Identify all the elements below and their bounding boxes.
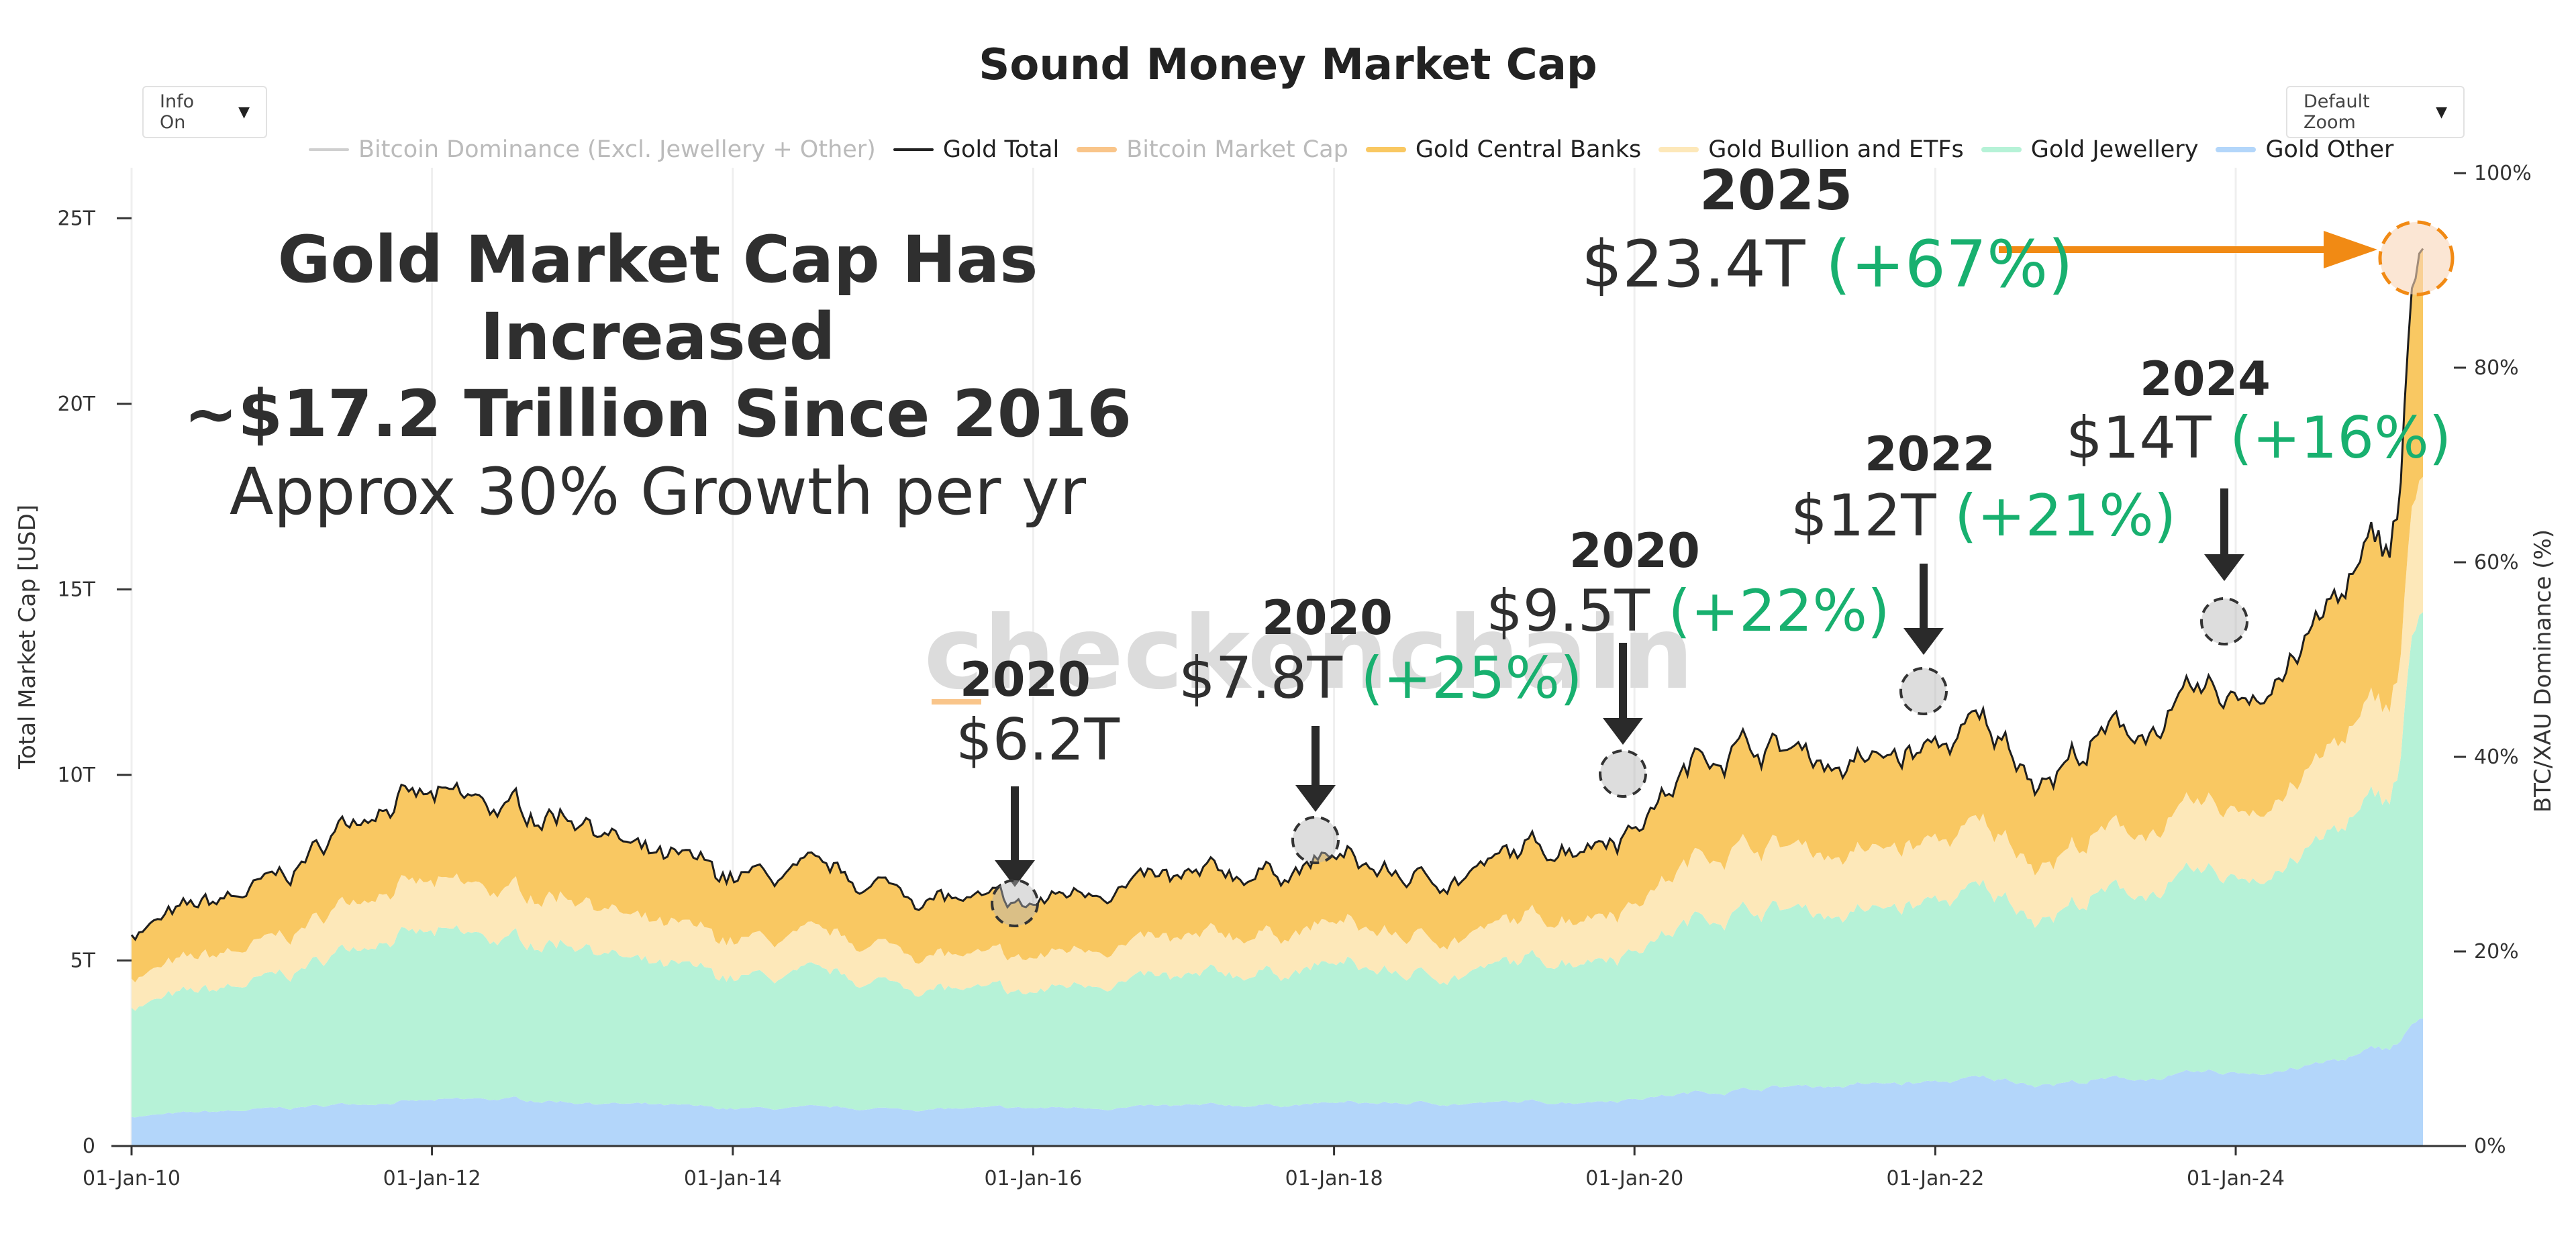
annotation-amount-4: $12T xyxy=(1791,482,1936,550)
legend-swatch xyxy=(309,148,349,151)
legend-label: Gold Total xyxy=(942,136,1060,163)
dashed-circle-icon xyxy=(991,879,1039,927)
dashed-circle-icon xyxy=(1899,667,1948,715)
annotation-year-1: 2020 xyxy=(960,652,1091,707)
headline-line-3: Approx 30% Growth per yr xyxy=(229,454,1087,529)
annotation-year-4: 2022 xyxy=(1865,427,1995,482)
legend-swatch xyxy=(1077,147,1118,152)
legend-item-7[interactable]: Gold Other xyxy=(2216,136,2393,163)
legend-label: Gold Bullion and ETFs xyxy=(1708,136,1964,163)
y2-axis-title: BTC/XAU Dominance (%) xyxy=(2530,529,2557,813)
y-tick-label: 0 xyxy=(83,1135,95,1158)
arrow-right-head-icon xyxy=(2324,231,2377,268)
y-tick-label: 20T xyxy=(58,393,96,416)
annotation-amount-1: $6.2T xyxy=(956,707,1120,774)
annotation-pct-4: (+21%) xyxy=(1954,482,2177,550)
legend-item-3[interactable]: Bitcoin Market Cap xyxy=(1077,136,1348,163)
arrow-down-head-icon xyxy=(1603,718,1643,745)
gold-bullion-etf-area xyxy=(132,476,2423,1011)
annotation-amount-2: $7.8T xyxy=(1179,645,1343,712)
headline-line-2: ~$17.2 Trillion Since 2016 xyxy=(183,376,1132,452)
legend-item-6[interactable]: Gold Jewellery xyxy=(1981,136,2199,163)
legend-label: Bitcoin Dominance (Excl. Jewellery + Oth… xyxy=(358,136,876,163)
info-toggle-dropdown[interactable]: Info On ▼ xyxy=(142,86,267,138)
arrow-down-head-icon xyxy=(995,860,1035,887)
zoom-label: Default Zoom xyxy=(2303,91,2370,133)
y2-tick-label: 80% xyxy=(2474,356,2519,380)
legend-label: Gold Central Banks xyxy=(1415,136,1642,163)
headline-annotation: Gold Market Cap Has Increased ~$17.2 Tri… xyxy=(114,221,1201,531)
gold-other-area xyxy=(132,1018,2423,1146)
annotation-amount-6: $23.4T xyxy=(1581,227,1805,302)
gold-total-line xyxy=(130,248,2424,941)
y2-tick-label: 0% xyxy=(2474,1135,2506,1158)
gold-jewellery-area xyxy=(132,612,2423,1118)
legend-label: Gold Other xyxy=(2265,136,2394,163)
annotation-value-4: $12T (+21%) xyxy=(1791,487,2176,545)
info-toggle-label: Info On xyxy=(160,91,195,133)
legend-swatch xyxy=(1365,147,1406,152)
chart-legend: Bitcoin Dominance (Excl. Jewellery + Oth… xyxy=(309,133,2411,166)
annotation-year-2: 2020 xyxy=(1262,590,1393,645)
legend-label: Bitcoin Market Cap xyxy=(1126,136,1348,163)
legend-item-2[interactable]: Gold Total xyxy=(893,136,1059,163)
annotation-pct-2: (+25%) xyxy=(1360,645,1583,712)
legend-swatch xyxy=(1658,147,1699,152)
chart-title: Sound Money Market Cap xyxy=(979,40,1597,90)
arrow-down-head-icon xyxy=(2204,554,2244,581)
legend-item-4[interactable]: Gold Central Banks xyxy=(1365,136,1642,163)
legend-item-1[interactable]: Bitcoin Dominance (Excl. Jewellery + Oth… xyxy=(309,136,876,163)
annotation-value-6: $23.4T (+67%) xyxy=(1581,232,2073,297)
y2-tick-label: 60% xyxy=(2474,551,2519,574)
dashed-circle-icon xyxy=(2200,597,2248,645)
y-tick-label: 10T xyxy=(58,764,96,787)
legend-swatch xyxy=(2216,147,2257,152)
legend-label: Gold Jewellery xyxy=(2030,136,2199,163)
annotation-year-5: 2024 xyxy=(2140,352,2271,407)
x-tick-label: 01-Jan-10 xyxy=(83,1167,181,1190)
annotation-pct-6: (+67%) xyxy=(1825,227,2073,302)
annotation-value-1: $6.2T xyxy=(956,711,1120,769)
annotation-amount-5: $14T xyxy=(2066,405,2212,472)
chevron-down-icon: ▼ xyxy=(2436,103,2447,121)
legend-swatch xyxy=(1981,147,2022,152)
x-tick-label: 01-Jan-20 xyxy=(1585,1167,1683,1190)
dashed-circle-icon xyxy=(2378,220,2455,297)
annotation-year-6: 2025 xyxy=(1699,159,1853,223)
zoom-dropdown[interactable]: Default Zoom ▼ xyxy=(2286,86,2465,138)
x-tick-label: 01-Jan-22 xyxy=(1886,1167,1984,1190)
annotation-value-3: $9.5T (+22%) xyxy=(1486,582,1890,640)
arrow-down-head-icon xyxy=(1903,628,1944,655)
y2-tick-label: 20% xyxy=(2474,940,2519,964)
gold-central-banks-area xyxy=(132,248,2423,983)
chevron-down-icon: ▼ xyxy=(238,103,250,121)
annotation-amount-3: $9.5T xyxy=(1486,578,1650,645)
y-axis-title: Total Market Cap [USD] xyxy=(14,505,41,770)
y-tick-label: 15T xyxy=(58,578,96,601)
headline-line-1: Gold Market Cap Has Increased xyxy=(277,222,1038,375)
legend-item-5[interactable]: Gold Bullion and ETFs xyxy=(1658,136,1964,163)
y-tick-label: 25T xyxy=(58,207,96,230)
x-tick-label: 01-Jan-12 xyxy=(383,1167,481,1190)
x-tick-label: 01-Jan-14 xyxy=(684,1167,782,1190)
dashed-circle-icon xyxy=(1291,816,1340,864)
x-tick-label: 01-Jan-18 xyxy=(1285,1167,1383,1190)
annotation-year-3: 2020 xyxy=(1569,523,1700,578)
y-tick-label: 5T xyxy=(70,949,96,972)
watermark: checkonchain xyxy=(924,595,1693,712)
arrow-down-head-icon xyxy=(1295,785,1336,812)
x-tick-label: 01-Jan-16 xyxy=(984,1167,1082,1190)
legend-swatch xyxy=(893,148,934,151)
x-tick-label: 01-Jan-24 xyxy=(2187,1167,2285,1190)
annotation-pct-3: (+22%) xyxy=(1668,578,1890,645)
y2-tick-label: 40% xyxy=(2474,745,2519,769)
annotation-value-2: $7.8T (+25%) xyxy=(1179,649,1583,707)
annotation-value-5: $14T (+16%) xyxy=(2066,409,2451,467)
annotation-pct-5: (+16%) xyxy=(2230,405,2452,472)
y2-tick-label: 100% xyxy=(2474,162,2532,185)
dashed-circle-icon xyxy=(1599,749,1647,798)
